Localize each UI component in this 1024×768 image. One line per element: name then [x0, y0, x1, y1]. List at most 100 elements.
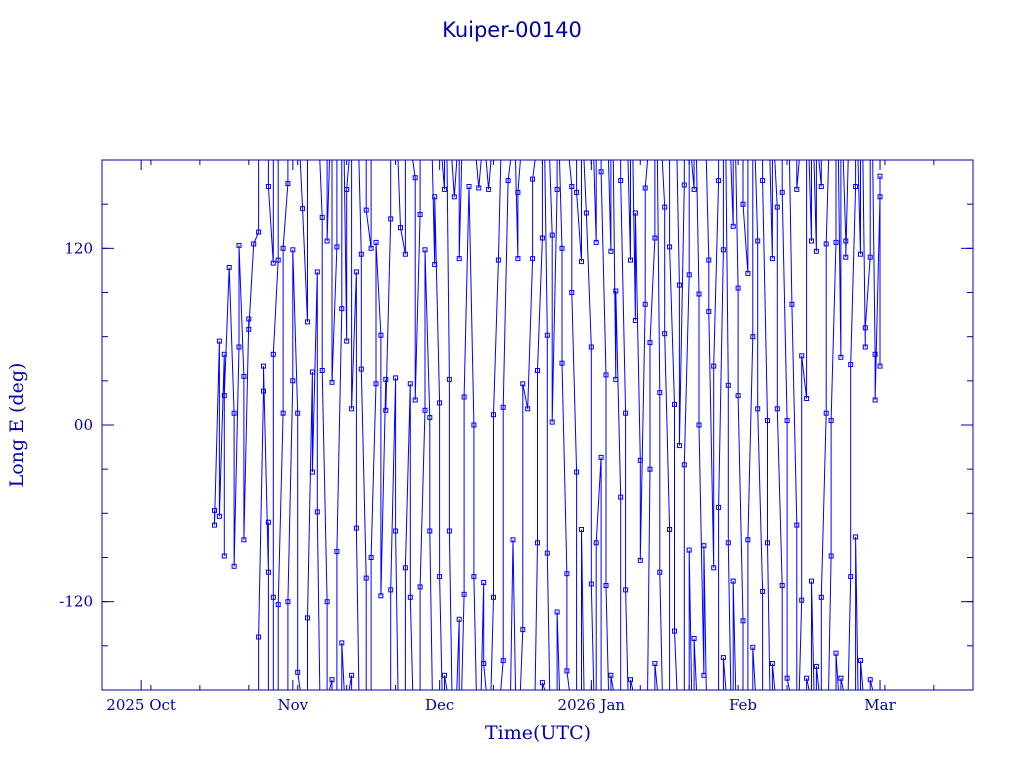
data-point-88	[427, 528, 433, 534]
data-point-237	[818, 184, 824, 189]
data-point-176	[667, 527, 673, 532]
data-point-160	[628, 257, 633, 263]
data-point-3	[216, 513, 222, 519]
data-point-60	[358, 251, 364, 257]
data-point-49	[329, 379, 335, 385]
data-point-232	[804, 675, 810, 681]
data-point-19	[261, 388, 266, 394]
data-point-196	[716, 178, 722, 184]
data-point-139	[574, 469, 580, 475]
x-tick-label: Feb	[729, 696, 757, 714]
data-point-263	[877, 173, 883, 179]
data-point-46	[324, 599, 330, 605]
data-point-225	[784, 675, 790, 681]
data-point-37	[300, 206, 306, 212]
data-point-80	[407, 594, 413, 600]
data-point-21	[265, 569, 271, 575]
data-point-105	[476, 185, 482, 191]
data-point-233	[809, 238, 814, 244]
data-point-219	[769, 661, 775, 666]
data-point-69	[378, 593, 384, 599]
data-point-168	[647, 466, 653, 472]
data-point-40	[309, 369, 315, 375]
data-point-210	[750, 334, 756, 340]
x-axis-label: Time(UTC)	[485, 722, 591, 744]
data-point-106	[481, 580, 487, 585]
data-point-197	[716, 504, 722, 510]
data-point-128	[544, 550, 550, 556]
data-point-78	[402, 565, 408, 571]
data-point-150	[603, 372, 609, 378]
data-point-151	[603, 583, 609, 588]
data-point-47	[324, 238, 330, 244]
data-point-84	[417, 584, 423, 590]
data-point-171	[652, 661, 658, 666]
data-point-72	[388, 216, 394, 222]
data-point-200	[725, 382, 731, 388]
data-point-31	[285, 181, 291, 187]
data-point-110	[491, 412, 496, 418]
data-point-57	[349, 406, 355, 412]
data-point-4	[221, 351, 227, 357]
data-point-260	[872, 397, 878, 403]
x-tick-label: Dec	[425, 696, 454, 714]
data-point-2	[216, 338, 222, 344]
data-point-213	[755, 406, 761, 412]
data-point-220	[774, 204, 780, 210]
data-point-262	[877, 363, 883, 369]
data-point-129	[549, 232, 555, 238]
data-point-251	[853, 184, 859, 189]
data-point-89	[432, 262, 438, 267]
data-point-191	[701, 543, 707, 549]
data-point-246	[838, 675, 844, 681]
data-point-159	[623, 587, 629, 593]
data-point-239	[823, 410, 829, 416]
data-point-253	[858, 251, 863, 257]
data-point-12	[241, 373, 247, 379]
data-point-126	[539, 680, 545, 686]
data-point-236	[813, 663, 819, 669]
data-point-148	[598, 454, 604, 460]
y-tick-label: 00	[74, 416, 93, 434]
data-point-9	[231, 563, 237, 569]
data-point-54	[344, 338, 350, 344]
data-point-189	[696, 422, 702, 428]
data-point-5	[221, 553, 227, 559]
data-point-252	[853, 534, 859, 540]
data-point-17	[256, 229, 262, 235]
data-point-134	[559, 360, 565, 366]
data-point-103	[471, 422, 477, 428]
data-point-26	[270, 351, 276, 357]
y-tick-label: 120	[64, 239, 93, 257]
data-point-41	[309, 469, 315, 475]
data-point-163	[632, 210, 638, 216]
data-point-174	[662, 204, 668, 210]
data-point-97	[451, 194, 457, 200]
data-point-59	[353, 525, 359, 531]
data-point-1	[212, 522, 217, 528]
data-point-114	[505, 178, 511, 184]
data-point-115	[510, 537, 516, 543]
data-point-28	[275, 602, 281, 608]
data-point-74	[393, 375, 399, 381]
data-point-166	[642, 301, 648, 307]
data-point-211	[750, 644, 756, 650]
data-point-155	[613, 288, 619, 294]
data-point-258	[867, 677, 873, 683]
data-point-130	[549, 419, 555, 425]
data-point-104	[471, 574, 477, 580]
data-point-242	[828, 418, 834, 424]
data-point-23	[265, 184, 271, 189]
data-point-241	[828, 553, 834, 559]
data-point-173	[657, 569, 663, 575]
data-point-135	[564, 571, 570, 577]
data-point-201	[725, 540, 731, 546]
data-point-34	[290, 247, 296, 253]
data-point-119	[520, 381, 526, 387]
data-point-22	[265, 519, 271, 525]
data-point-90	[432, 194, 438, 200]
data-point-85	[422, 407, 428, 413]
data-point-149	[598, 169, 604, 175]
data-point-63	[363, 207, 369, 213]
